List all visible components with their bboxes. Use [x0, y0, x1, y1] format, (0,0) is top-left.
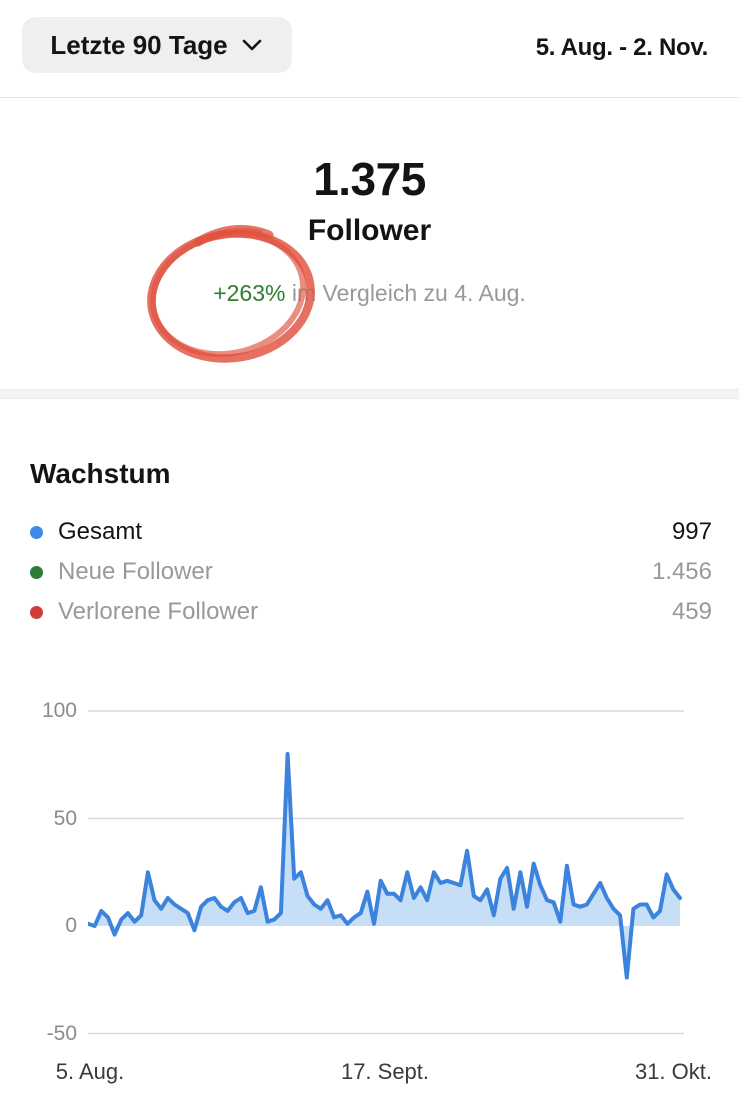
x-axis-tick: 5. Aug.: [55, 1059, 125, 1084]
x-axis-tick: 31. Okt.: [634, 1059, 712, 1084]
legend-label: Gesamt: [58, 518, 143, 545]
date-range-selector-label: Letzte 90 Tage: [50, 29, 228, 60]
y-axis-tick: 0: [65, 914, 77, 937]
follower-label: Follower: [307, 214, 432, 247]
chart-area-fill: [88, 754, 680, 978]
date-range-selector-button[interactable]: Letzte 90 Tage: [22, 17, 292, 73]
section-separator: [0, 389, 739, 399]
selected-date-range: 5. Aug. - 2. Nov.: [535, 34, 709, 61]
growth-chart[interactable]: 100 50 0 -50 5. Aug. 17. Sept. 31. Okt.: [0, 680, 739, 1100]
legend-label: Verlorene Follower: [58, 598, 259, 625]
verlorene-follower-dot-icon: [30, 605, 43, 619]
growth-section-title: Wachstum: [30, 458, 171, 489]
legend-row-neue-follower[interactable]: Neue Follower 1.456: [30, 552, 712, 592]
change-percent: +263%: [213, 280, 286, 306]
legend-value: 1.456: [651, 558, 712, 585]
y-axis-tick: 50: [53, 807, 77, 830]
legend-row-verlorene-follower[interactable]: Verlorene Follower 459: [30, 592, 712, 632]
area-line-chart[interactable]: [88, 691, 684, 1071]
chevron-down-icon: [240, 37, 264, 53]
y-axis-tick: 100: [41, 699, 77, 722]
neue-follower-dot-icon: [30, 565, 43, 579]
header-divider: [0, 97, 739, 98]
y-axis-tick: -50: [46, 1022, 77, 1045]
change-summary: +263% im Vergleich zu 4. Aug.: [0, 280, 739, 307]
legend-label: Neue Follower: [58, 558, 213, 585]
follower-count: 1.375: [313, 153, 426, 205]
chart-line-gesamt: [88, 752, 682, 980]
gesamt-dot-icon: [30, 525, 43, 539]
legend-row-gesamt[interactable]: Gesamt 997: [30, 512, 712, 552]
change-context: im Vergleich zu 4. Aug.: [285, 280, 526, 306]
legend-value: 459: [671, 598, 712, 625]
x-axis-tick: 17. Sept.: [340, 1059, 430, 1084]
growth-legend: Gesamt 997 Neue Follower 1.456 Verlorene…: [30, 512, 712, 632]
legend-value: 997: [671, 518, 712, 545]
